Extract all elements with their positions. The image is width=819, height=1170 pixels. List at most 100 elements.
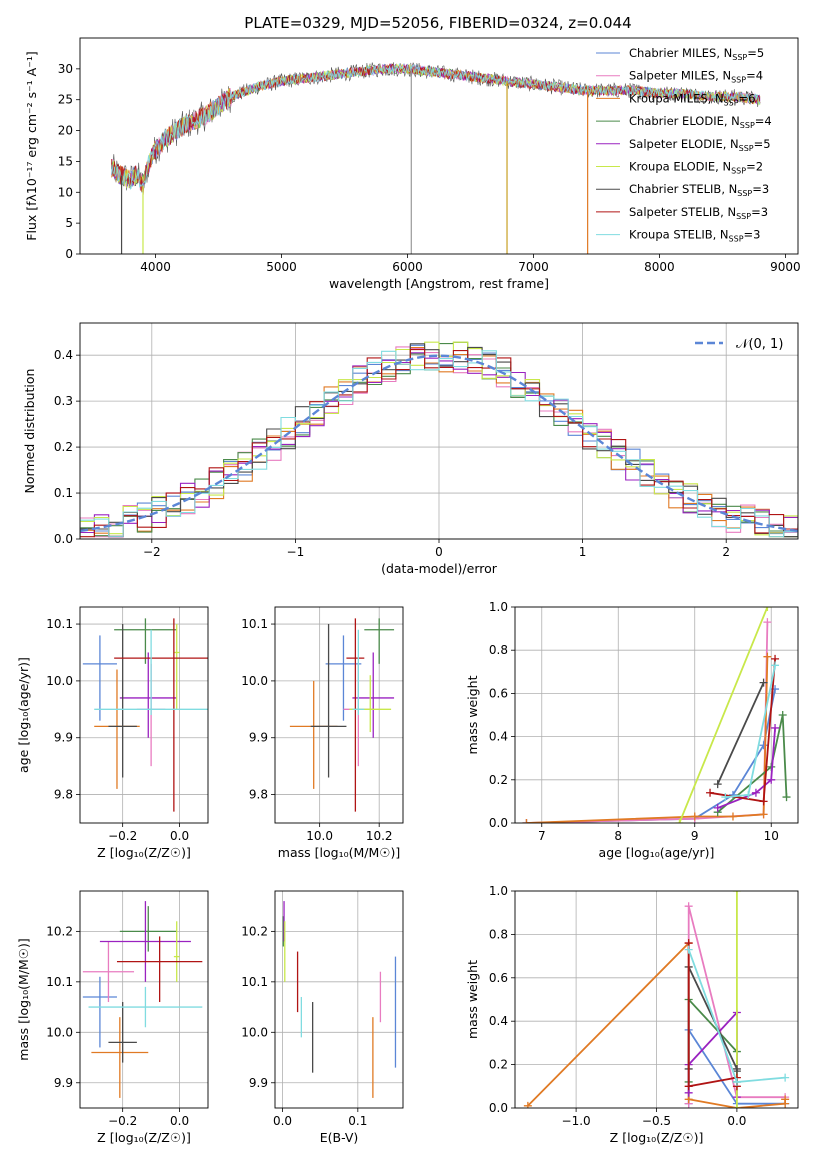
x-tick-label: 9 bbox=[691, 829, 699, 843]
x-tick-label: 1 bbox=[579, 545, 587, 559]
x-axis-label: wavelength [Angstrom, rest frame] bbox=[329, 276, 549, 291]
y-tick-label: 0.6 bbox=[489, 971, 508, 985]
x-axis-label: E(B-V) bbox=[320, 1130, 359, 1145]
legend-suffix: =4 bbox=[746, 69, 763, 83]
x-tick-label: −1 bbox=[287, 545, 305, 559]
weight-series bbox=[717, 714, 788, 813]
legend-label: Chabrier ELODIE, N bbox=[629, 114, 740, 128]
legend-subscript: SSP bbox=[729, 235, 744, 244]
y-axis-label: mass [log₁₀(M/M☉)] bbox=[16, 938, 31, 1060]
y-tick-label: 9.9 bbox=[249, 731, 268, 745]
legend-subscript: SSP bbox=[736, 212, 751, 221]
legend-suffix: =6 bbox=[739, 91, 756, 105]
x-axis-label: Z [log₁₀(Z/Z☉)] bbox=[97, 845, 191, 860]
spectrum-line bbox=[111, 62, 761, 191]
x-tick-label: −0.2 bbox=[108, 829, 137, 843]
x-tick-label: 8000 bbox=[644, 260, 675, 274]
panel-age_vs_Z: −0.2 0.0 9.8 9.9 10.0 10.1 Z [log₁₀(Z/Z☉)] age … bbox=[16, 606, 209, 860]
legend-entry: 𝒩(0, 1) bbox=[736, 337, 783, 352]
legend-suffix: =3 bbox=[751, 205, 768, 219]
legend-subscript: SSP bbox=[731, 76, 746, 85]
axes-frame bbox=[274, 606, 404, 824]
y-tick-label: 0.8 bbox=[489, 927, 508, 941]
y-tick-label: 0.8 bbox=[489, 643, 508, 657]
x-tick-label: 5000 bbox=[266, 260, 297, 274]
weight-series bbox=[678, 607, 769, 823]
weight-series bbox=[526, 688, 776, 823]
weight-marker bbox=[759, 678, 768, 687]
panel-mass_vs_Z: −0.2 0.0 9.9 10.0 10.1 10.2 Z [log₁₀(Z/Z☉)] mas… bbox=[16, 890, 209, 1145]
x-tick-label: 4000 bbox=[140, 260, 171, 274]
weight-marker bbox=[684, 945, 693, 954]
weight-marker bbox=[684, 1082, 693, 1091]
weight-series bbox=[717, 727, 776, 809]
y-tick-label: 5 bbox=[65, 216, 73, 230]
x-tick-label: 0.0 bbox=[170, 829, 189, 843]
y-tick-label: 9.9 bbox=[249, 1076, 268, 1090]
weight-marker bbox=[771, 661, 780, 670]
y-tick-label: 10.0 bbox=[46, 1025, 73, 1039]
legend-label: Kroupa ELODIE, N bbox=[629, 160, 731, 174]
panel-weight_vs_Z: −1.0 −0.5 0.0 0.0 0.2 0.4 0.6 0.8 1.0 Z [log₁₀(Z/… bbox=[465, 884, 799, 1145]
legend-entry: Salpeter STELIB, NSSP=3 bbox=[629, 205, 768, 221]
weight-series bbox=[526, 656, 769, 823]
y-tick-label: 0.2 bbox=[489, 1058, 508, 1072]
x-axis-label: (data-model)/error bbox=[381, 561, 498, 576]
axes-frame bbox=[79, 606, 209, 824]
panel-weight_vs_age: 7 8 9 10 0.0 0.2 0.4 0.6 0.8 1.0 age [log₁₀(age/yr… bbox=[465, 600, 799, 860]
y-tick-label: 10.1 bbox=[46, 975, 73, 989]
weight-marker bbox=[778, 711, 787, 719]
legend-subscript: SSP bbox=[737, 189, 752, 198]
weight-marker bbox=[759, 810, 768, 819]
legend-label: Chabrier STELIB, N bbox=[629, 182, 737, 196]
weight-marker bbox=[759, 797, 768, 806]
weight-marker bbox=[523, 1101, 532, 1108]
y-tick-label: 9.9 bbox=[54, 731, 73, 745]
legend-subscript: SSP bbox=[740, 121, 755, 130]
weight-marker bbox=[728, 812, 737, 821]
y-tick-label: 1.0 bbox=[489, 884, 508, 898]
y-tick-label: 0.4 bbox=[489, 730, 508, 744]
legend-entry: Chabrier ELODIE, NSSP=4 bbox=[629, 114, 772, 130]
y-tick-label: 1.0 bbox=[489, 600, 508, 614]
y-tick-label: 15 bbox=[58, 154, 73, 168]
residuals-legend: 𝒩(0, 1) bbox=[695, 337, 783, 352]
x-tick-label: −1.0 bbox=[562, 1114, 591, 1128]
weight-series bbox=[725, 665, 776, 798]
axes-frame bbox=[514, 890, 799, 1109]
x-axis-label: Z [log₁₀(Z/Z☉)] bbox=[97, 1130, 191, 1145]
panel-spectrum: 4000 5000 6000 7000 8000 9000 0 5 10 15 20 25 30 wave… bbox=[24, 37, 801, 291]
weight-marker bbox=[675, 819, 684, 823]
y-axis-label: Flux [fλ10⁻¹⁷ erg cm⁻² s⁻¹ A⁻¹] bbox=[24, 51, 39, 240]
weight-marker bbox=[782, 793, 791, 802]
panel-age_vs_mass: 10.0 10.2 9.8 9.9 10.0 10.1 mass [log₁₀(M/M☉)] bbox=[241, 606, 404, 860]
y-tick-label: 0.1 bbox=[54, 486, 73, 500]
legend-suffix: =3 bbox=[744, 228, 761, 242]
weight-marker bbox=[759, 741, 768, 750]
x-tick-label: 2 bbox=[722, 545, 730, 559]
legend-entry: Kroupa STELIB, NSSP=3 bbox=[629, 228, 760, 244]
x-tick-label: 9000 bbox=[770, 260, 801, 274]
weight-marker bbox=[732, 1077, 741, 1086]
axes-frame bbox=[79, 37, 799, 255]
x-tick-label: 8 bbox=[614, 829, 622, 843]
y-axis-label: Normed distribution bbox=[22, 369, 37, 494]
x-axis-label: age [log₁₀(age/yr)] bbox=[599, 845, 715, 860]
weight-marker bbox=[763, 618, 772, 627]
weight-marker bbox=[732, 891, 741, 895]
panel-mass_vs_EBV: 0.0 0.1 9.9 10.0 10.1 10.2 E(B-V) bbox=[241, 890, 404, 1145]
plot-area-mass_vs_Z bbox=[80, 891, 208, 1108]
legend-entry: Kroupa MILES, NSSP=6 bbox=[629, 91, 755, 107]
marks-age_vs_mass bbox=[289, 618, 395, 812]
legend-entry: Chabrier MILES, NSSP=5 bbox=[629, 46, 764, 62]
y-tick-label: 10.1 bbox=[241, 975, 268, 989]
marks-weight_vs_Z bbox=[523, 891, 790, 1108]
weight-marker bbox=[781, 1073, 790, 1082]
y-tick-label: 20 bbox=[58, 124, 73, 138]
x-tick-label: 10.2 bbox=[366, 829, 393, 843]
y-tick-label: 9.9 bbox=[54, 1076, 73, 1090]
y-axis-label: age [log₁₀(age/yr)] bbox=[16, 657, 31, 773]
weight-marker bbox=[744, 790, 753, 799]
x-tick-label: −0.2 bbox=[108, 1114, 137, 1128]
weight-marker bbox=[728, 790, 737, 799]
